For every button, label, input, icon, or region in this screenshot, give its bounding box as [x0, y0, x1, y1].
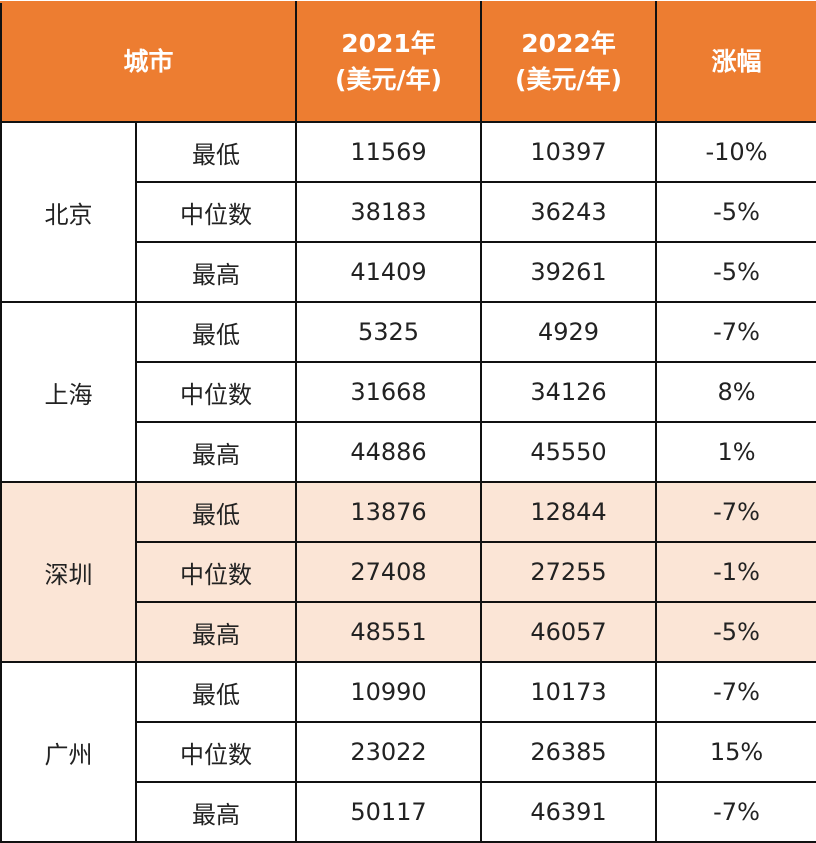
level-cell: 最高	[134, 421, 298, 483]
table-row: 中位数 31668 34126 8%	[1, 361, 816, 423]
salary-2021-cell: 5325	[295, 301, 483, 363]
table-row: 最高 48551 46057 -5%	[1, 601, 816, 663]
change-cell: -7%	[655, 781, 816, 843]
change-cell: -7%	[655, 301, 816, 363]
table-row: 中位数 38183 36243 -5%	[1, 181, 816, 243]
table-row: 北京 最低 11569 10397 -10%	[0, 121, 816, 303]
salary-2022-cell: 45550	[480, 421, 658, 483]
salary-2022-cell: 26385	[480, 721, 658, 783]
salary-2021-cell: 13876	[295, 481, 483, 543]
city-name: 上海	[0, 301, 137, 483]
level-cell: 最高	[134, 781, 298, 843]
header-2021-unit: (美元/年)	[335, 65, 442, 94]
change-cell: -7%	[655, 481, 816, 543]
table-row: 最高 50117 46391 -7%	[1, 781, 816, 843]
salary-2022-cell: 36243	[480, 181, 658, 243]
salary-2021-cell: 27408	[295, 541, 483, 603]
level-cell: 最低	[134, 121, 298, 183]
table-row: 最高 44886 45550 1%	[1, 421, 816, 483]
salary-2021-cell: 31668	[295, 361, 483, 423]
table-row: 最高 41409 39261 -5%	[1, 241, 816, 303]
header-row: 城市 2021年 (美元/年) 2022年 (美元/年) 涨幅	[0, 1, 816, 123]
change-cell: -1%	[655, 541, 816, 603]
salary-2021-cell: 10990	[295, 661, 483, 723]
change-cell: 1%	[655, 421, 816, 483]
salary-2021-cell: 23022	[295, 721, 483, 783]
change-cell: -5%	[655, 601, 816, 663]
level-cell: 最低	[134, 481, 298, 543]
header-2021-year: 2021年	[341, 29, 436, 58]
salary-2021-cell: 11569	[295, 121, 483, 183]
table-row: 中位数 23022 26385 15%	[1, 721, 816, 783]
header-2022-year: 2022年	[521, 29, 616, 58]
level-cell: 最低	[134, 301, 298, 363]
table-row: 中位数 27408 27255 -1%	[1, 541, 816, 603]
table-row: 上海 最低 5325 4929 -7%	[0, 301, 816, 483]
header-2021: 2021年 (美元/年)	[295, 1, 483, 123]
salary-2022-cell: 34126	[480, 361, 658, 423]
salary-2022-cell: 39261	[480, 241, 658, 303]
level-cell: 中位数	[134, 361, 298, 423]
header-change: 涨幅	[655, 1, 816, 123]
salary-2021-cell: 44886	[295, 421, 483, 483]
header-city: 城市	[0, 1, 298, 123]
header-2022: 2022年 (美元/年)	[480, 1, 658, 123]
salary-2021-cell: 48551	[295, 601, 483, 663]
salary-2022-cell: 10397	[480, 121, 658, 183]
salary-2021-cell: 38183	[295, 181, 483, 243]
salary-2021-cell: 41409	[295, 241, 483, 303]
change-cell: -5%	[655, 181, 816, 243]
level-cell: 中位数	[134, 721, 298, 783]
salary-2021-cell: 50117	[295, 781, 483, 843]
level-cell: 最高	[134, 601, 298, 663]
table-row: 广州 最低 10990 10173 -7%	[0, 661, 816, 843]
salary-2022-cell: 46057	[480, 601, 658, 663]
salary-2022-cell: 27255	[480, 541, 658, 603]
level-cell: 最高	[134, 241, 298, 303]
change-cell: 15%	[655, 721, 816, 783]
city-name: 北京	[0, 121, 137, 303]
salary-2022-cell: 4929	[480, 301, 658, 363]
change-cell: -10%	[655, 121, 816, 183]
city-name: 深圳	[0, 481, 137, 663]
change-cell: -5%	[655, 241, 816, 303]
header-2022-unit: (美元/年)	[515, 65, 622, 94]
level-cell: 最低	[134, 661, 298, 723]
table-row: 深圳 最低 13876 12844 -7%	[0, 481, 816, 663]
salary-2022-cell: 10173	[480, 661, 658, 723]
salary-2022-cell: 46391	[480, 781, 658, 843]
level-cell: 中位数	[134, 541, 298, 603]
level-cell: 中位数	[134, 181, 298, 243]
change-cell: 8%	[655, 361, 816, 423]
change-cell: -7%	[655, 661, 816, 723]
salary-2022-cell: 12844	[480, 481, 658, 543]
city-name: 广州	[0, 661, 137, 843]
